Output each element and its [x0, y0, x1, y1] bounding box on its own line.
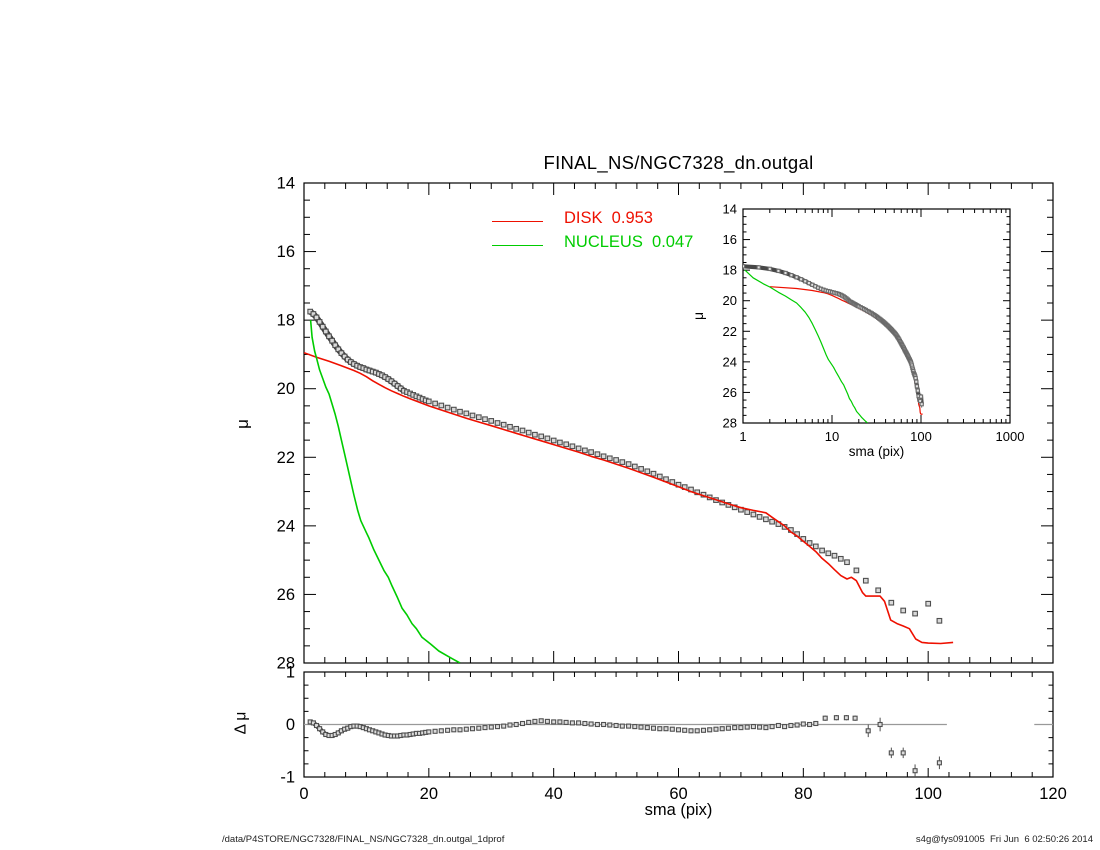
footer-user-timestamp: s4g@fys091005 Fri Jun 6 02:50:26 2014	[915, 834, 1093, 845]
tick-label: 16	[277, 243, 295, 261]
tick-label: 60	[669, 785, 687, 803]
tick-label: 26	[277, 586, 295, 604]
tick-label: 0	[299, 785, 308, 803]
tick-label: 14	[277, 175, 295, 193]
tick-label: 1000	[996, 429, 1025, 444]
footer-file-path: /data/P4STORE/NGC7328/FINAL_NS/NGC7328_d…	[222, 834, 505, 845]
tick-label: 20	[420, 785, 438, 803]
x-axis-label: sma (pix)	[644, 801, 713, 819]
inset-nucleus-line	[744, 269, 868, 423]
axes	[303, 182, 1054, 778]
observed-points	[307, 308, 943, 624]
figure-title: FINAL_NS/NGC7328_dn.outgal	[543, 152, 814, 173]
tick-label: 1	[739, 429, 746, 444]
tick-label: 22	[277, 449, 295, 467]
disk-legend-label: DISK 0.953	[564, 209, 653, 227]
main-panel-series	[304, 308, 954, 663]
inset-series	[743, 264, 924, 423]
tick-label: 24	[277, 517, 295, 535]
disk-line	[304, 351, 954, 645]
nucleus-legend-label: NUCLEUS 0.047	[564, 233, 694, 251]
tick-label: 24	[723, 354, 737, 369]
tick-label: -1	[280, 769, 295, 787]
main-y-axis-label: μ	[232, 419, 252, 429]
inset-disk-line	[769, 286, 923, 415]
tick-label: 80	[794, 785, 812, 803]
nucleus-line	[309, 320, 461, 663]
tick-label: 1	[286, 664, 295, 682]
tick-label: 100	[910, 429, 932, 444]
tick-label: 22	[723, 324, 737, 339]
tick-label: 18	[277, 312, 295, 330]
disk-legend-line	[492, 221, 543, 222]
tick-label: 120	[1039, 785, 1067, 803]
tick-label: 40	[544, 785, 562, 803]
inset-y-axis-label: μ	[690, 311, 707, 321]
tick-label: 18	[723, 263, 737, 278]
inset-x-axis-label: sma (pix)	[848, 444, 905, 459]
tick-label: 0	[286, 716, 295, 734]
tick-label: 14	[723, 202, 737, 217]
nucleus-legend-line	[492, 245, 543, 246]
tick-label: 28	[723, 416, 737, 431]
tick-label: 28	[277, 655, 295, 673]
tick-label: 20	[723, 293, 737, 308]
tick-label: 26	[723, 385, 737, 400]
tick-label: 16	[723, 232, 737, 247]
tick-label: 10	[825, 429, 839, 444]
residual-y-axis-label: Δ μ	[232, 711, 250, 735]
tick-label: 100	[914, 785, 942, 803]
residual-series	[307, 715, 942, 777]
tick-label: 20	[277, 380, 295, 398]
